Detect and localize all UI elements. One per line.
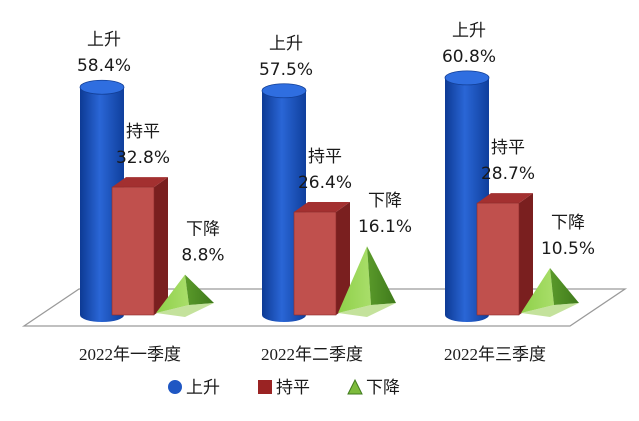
- bar-flat-3: [476, 193, 533, 316]
- legend-item-3: 下降: [347, 378, 400, 398]
- legend-item-2: 持平: [258, 378, 310, 398]
- fall-series-label-2: 下降: [368, 191, 402, 211]
- fall-value-label-3: 10.5%: [541, 239, 595, 259]
- flat-series-label-1: 持平: [126, 122, 160, 142]
- legend-label-3: 下降: [366, 378, 400, 398]
- rise-value-label-3: 60.8%: [442, 47, 496, 67]
- bar-flat-2: [293, 202, 350, 316]
- legend-label-1: 上升: [186, 378, 220, 398]
- flat-value-label-1: 32.8%: [116, 148, 170, 168]
- bar-flat-1: [111, 177, 168, 316]
- rise-series-label-1: 上升: [87, 30, 121, 50]
- flat-value-label-3: 28.7%: [481, 164, 535, 184]
- bar-fall-3: [521, 268, 579, 317]
- fall-series-label-1: 下降: [186, 220, 220, 240]
- category-label-1: 2022年一季度: [79, 345, 181, 364]
- fall-value-label-2: 16.1%: [358, 217, 412, 237]
- flat-value-label-2: 26.4%: [298, 173, 352, 193]
- flat-series-label-2: 持平: [308, 147, 342, 167]
- rise-value-label-2: 57.5%: [259, 60, 313, 80]
- category-label-2: 2022年二季度: [261, 345, 363, 364]
- rise-value-label-1: 58.4%: [77, 56, 131, 76]
- rise-series-label-3: 上升: [452, 21, 486, 41]
- fall-value-label-1: 8.8%: [181, 246, 224, 266]
- bar-fall-1: [156, 274, 214, 317]
- rise-series-label-2: 上升: [269, 34, 303, 54]
- legend-marker-square-icon: [258, 380, 272, 394]
- flat-series-label-3: 持平: [491, 138, 525, 158]
- category-label-3: 2022年三季度: [444, 345, 546, 364]
- legend-marker-circle-icon: [168, 380, 182, 394]
- fall-series-label-3: 下降: [551, 213, 585, 233]
- bar-fall-2: [338, 246, 396, 317]
- legend-item-1: 上升: [168, 378, 220, 398]
- legend-label-2: 持平: [276, 378, 310, 398]
- legend-marker-triangle-icon: [347, 378, 363, 395]
